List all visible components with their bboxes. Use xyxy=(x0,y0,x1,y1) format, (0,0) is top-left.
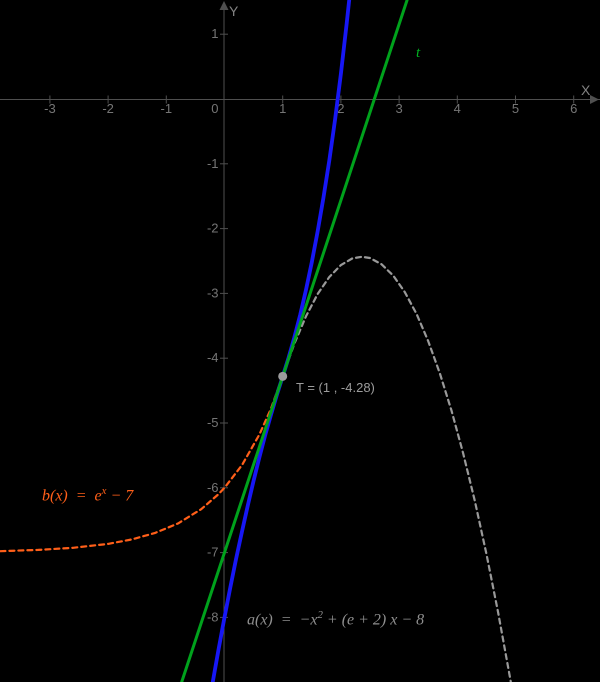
y-tick-label: -5 xyxy=(207,415,219,430)
a-function-label-suffix: + (e + 2) x − 8 xyxy=(322,611,425,629)
b-function-label-suffix: − 7 xyxy=(106,487,134,505)
b-function-label-prefix: b(x) = e xyxy=(42,487,102,505)
x-tick-label: 5 xyxy=(512,101,519,116)
y-tick-label: -6 xyxy=(207,480,219,495)
x-tick-label: -3 xyxy=(44,101,56,116)
a-function-label-prefix: a(x) = −x xyxy=(247,611,318,629)
x-tick-label: 6 xyxy=(570,101,577,116)
b-function-label: b(x) = ex − 7 xyxy=(42,485,133,506)
b-exponential-dashed xyxy=(0,366,287,553)
y-tick-label: -2 xyxy=(207,221,219,236)
tangent-line-t xyxy=(180,0,409,682)
x-axis-label: X xyxy=(581,82,591,98)
x-tick-label: -1 xyxy=(161,101,173,116)
y-tick-label: -4 xyxy=(207,350,219,365)
x-tick-label: 1 xyxy=(279,101,286,116)
point-T-label: T = (1 , -4.28) xyxy=(296,380,375,395)
x-tick-label: 4 xyxy=(454,101,461,116)
b-function-label-exponent: x xyxy=(101,485,107,497)
tangent-line-label: t xyxy=(416,45,421,61)
a-function-label: a(x) = −x2 + (e + 2) x − 8 xyxy=(247,609,424,630)
x-axis-arrow-icon xyxy=(590,95,599,104)
y-tick-label: -3 xyxy=(207,285,219,300)
x-tick-label: -2 xyxy=(102,101,114,116)
x-tick-label: 3 xyxy=(395,101,402,116)
x-tick-label: 2 xyxy=(337,101,344,116)
y-tick-label: 1 xyxy=(211,26,218,41)
a-function-label-exponent: 2 xyxy=(317,609,323,621)
origin-label: 0 xyxy=(211,101,218,116)
y-axis-label: Y xyxy=(229,3,239,19)
point-T xyxy=(278,371,288,381)
y-tick-label: -7 xyxy=(207,545,219,560)
y-tick-label: -1 xyxy=(207,156,219,171)
y-tick-label: -8 xyxy=(207,609,219,624)
y-axis-arrow-icon xyxy=(219,1,229,10)
